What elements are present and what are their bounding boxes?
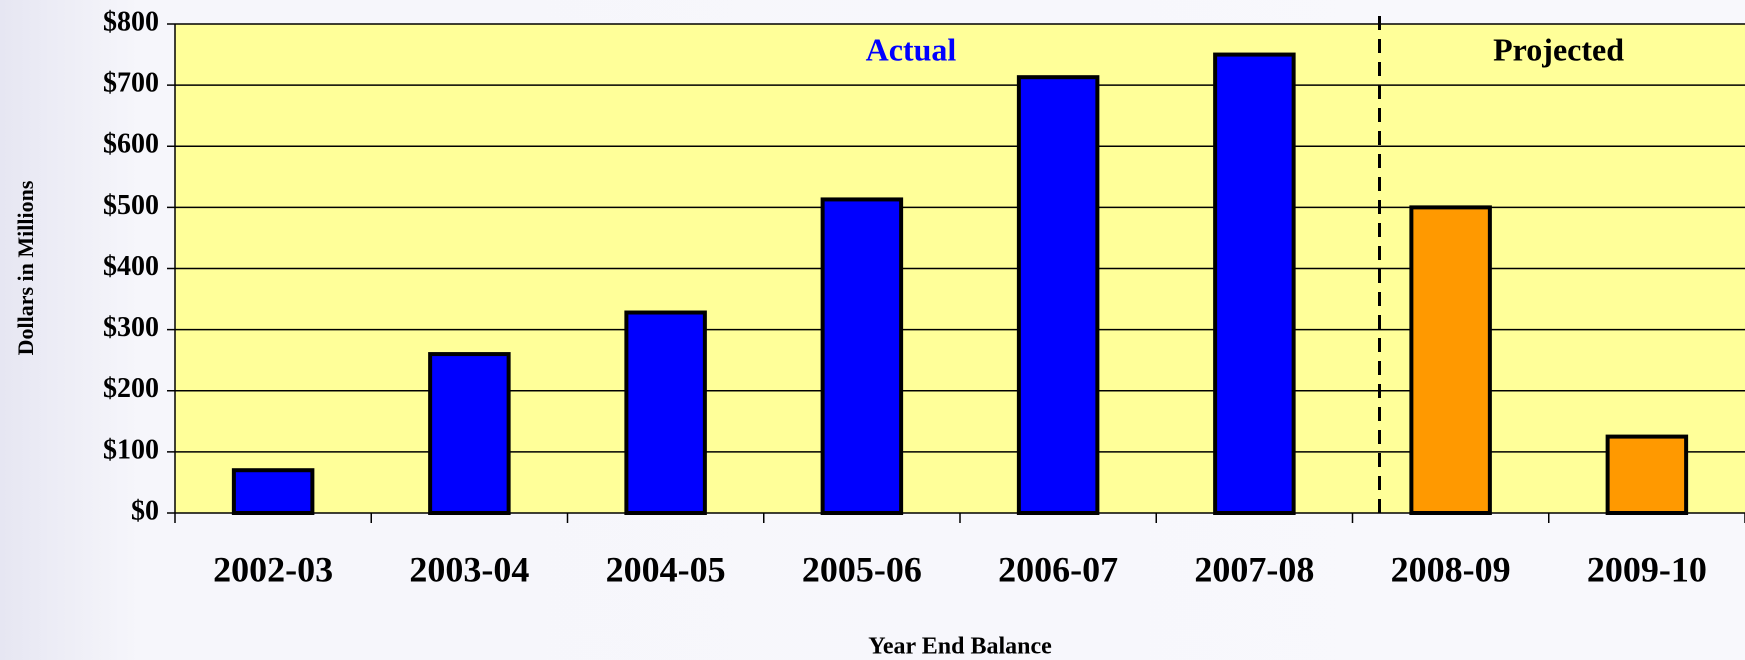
bar xyxy=(1016,75,1100,516)
annotation: Actual xyxy=(866,31,957,67)
y-axis-label: Dollars in Millions xyxy=(13,180,38,355)
y-tick-label: $800 xyxy=(103,6,159,37)
bar xyxy=(820,197,904,516)
x-tick-label: 2004-05 xyxy=(606,549,726,589)
annotation: Projected xyxy=(1493,31,1624,67)
bar xyxy=(231,468,315,515)
x-tick-label: 2003-04 xyxy=(409,549,529,589)
y-tick-label: $100 xyxy=(103,434,159,465)
bar xyxy=(1409,205,1492,515)
x-tick-label: 2002-03 xyxy=(213,549,333,589)
x-tick-label: 2005-06 xyxy=(802,549,922,589)
bar xyxy=(624,310,707,516)
bar xyxy=(428,352,511,516)
x-tick-label: 2007-08 xyxy=(1194,549,1314,589)
y-tick-label: $300 xyxy=(103,312,159,343)
x-axis-label: Year End Balance xyxy=(868,634,1052,660)
y-tick-label: $500 xyxy=(103,190,159,221)
bar xyxy=(1213,52,1296,515)
y-tick-label: $0 xyxy=(131,495,159,526)
x-tick-label: 2006-07 xyxy=(998,549,1118,589)
x-tick-label: 2009-10 xyxy=(1587,549,1707,589)
y-tick-label: $700 xyxy=(103,68,159,99)
bar xyxy=(1605,434,1689,515)
y-tick-label: $400 xyxy=(103,251,159,282)
y-tick-label: $200 xyxy=(103,373,159,404)
x-tick-label: 2008-09 xyxy=(1391,549,1511,589)
y-tick-label: $600 xyxy=(103,129,159,160)
